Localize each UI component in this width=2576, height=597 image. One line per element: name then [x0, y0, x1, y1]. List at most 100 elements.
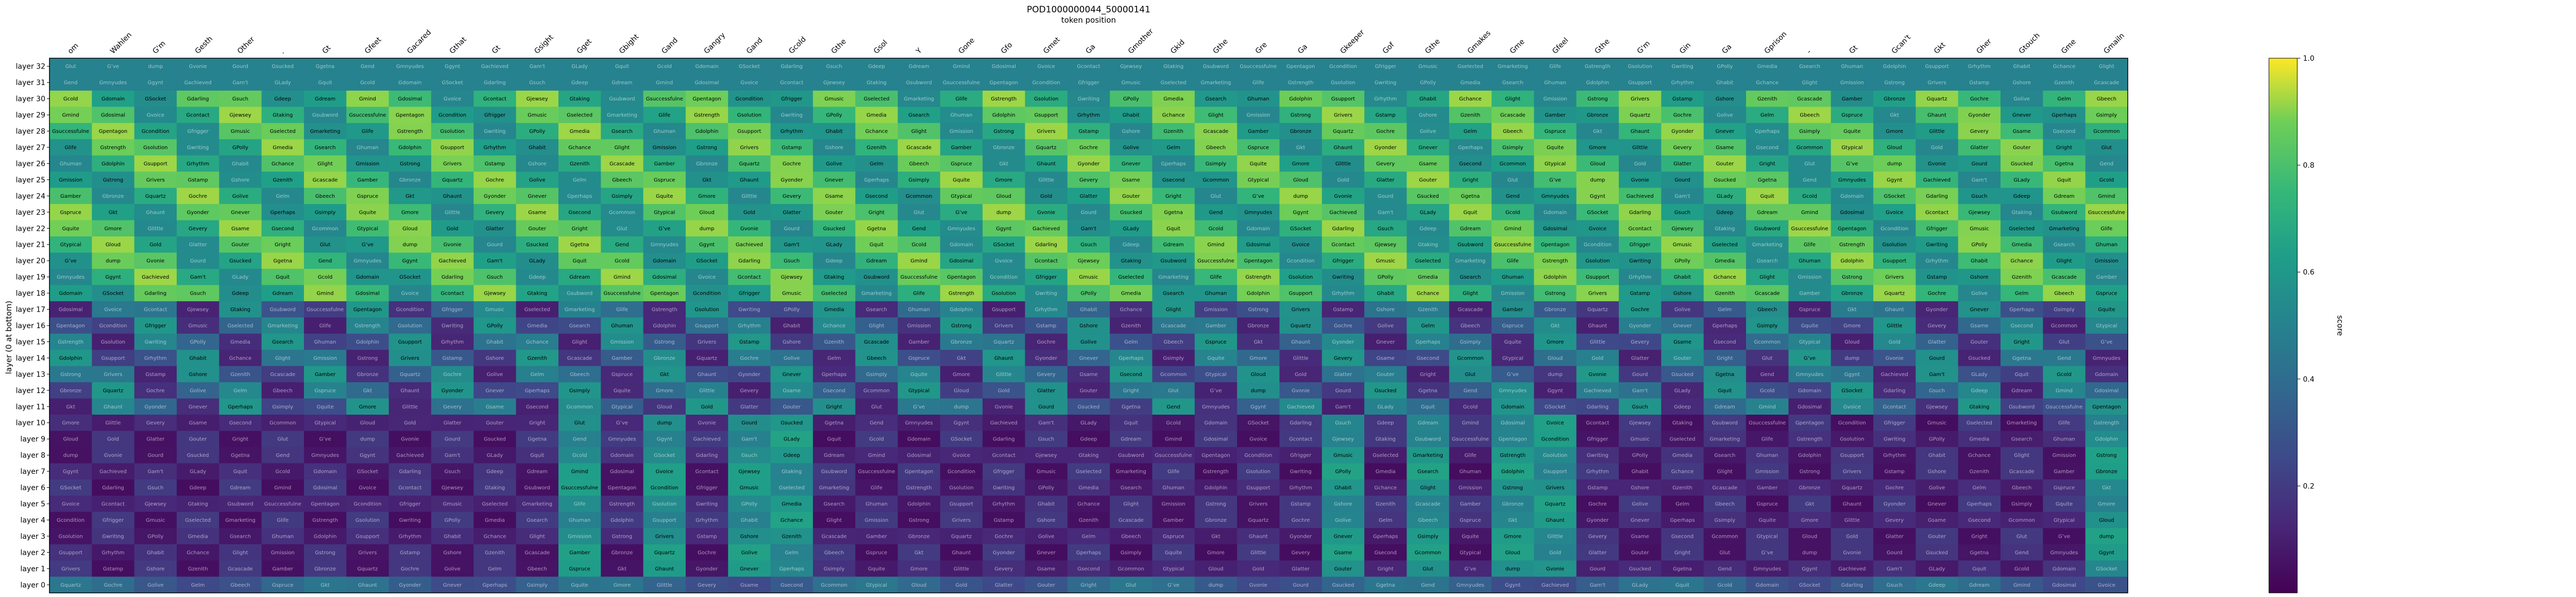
heatmap-cell-label: Gdomain — [1247, 226, 1270, 232]
heatmap-cell-label: Gsearch — [612, 129, 633, 134]
heatmap-cell-label: Gsolution — [1246, 469, 1270, 475]
heatmap-cell — [643, 447, 686, 464]
heatmap-cell-label: GSocket — [951, 437, 972, 442]
heatmap-cell-label: Gspruce — [866, 550, 887, 556]
heatmap-cell-label: Gright — [1080, 583, 1096, 588]
heatmap-cell-label: Gloud — [657, 404, 672, 410]
heatmap-cell-label: Gspruce — [1757, 502, 1778, 507]
heatmap-cell-label: Gouter — [783, 404, 801, 410]
heatmap-cell-label: Glife — [1210, 275, 1222, 280]
heatmap-cell — [431, 252, 474, 269]
heatmap-cell — [1958, 463, 2001, 480]
heatmap-cell-label: Gmind — [1207, 242, 1224, 248]
heatmap-cell — [643, 187, 686, 204]
y-tick-label: layer 18 — [16, 289, 45, 298]
heatmap-cell-label: Glight — [233, 550, 248, 556]
heatmap-cell-label: Gachieved — [99, 469, 127, 475]
heatmap-cell — [643, 398, 686, 415]
heatmap-cell-label: Gkt — [914, 550, 924, 556]
heatmap-cell-label: Glife — [65, 145, 77, 151]
heatmap-cell — [1449, 236, 1492, 253]
heatmap-cell-label: Gzenith — [1715, 291, 1735, 297]
y-tick-label: layer 16 — [16, 322, 45, 330]
heatmap-cell-label: Gstrength — [1797, 437, 1823, 442]
heatmap-cell-label: Gsame — [528, 210, 546, 215]
heatmap-cell-label: Gtaking — [485, 485, 505, 491]
heatmap-cell-label: Gelm — [2015, 291, 2028, 297]
heatmap-cell-label: G’ve — [658, 226, 670, 232]
heatmap-cell — [516, 463, 559, 480]
heatmap-cell-label: Gmedia — [1418, 275, 1438, 280]
heatmap-cell — [303, 187, 347, 204]
heatmap-cell-label: Gbronze — [399, 177, 421, 183]
heatmap-cell-label: Gelm — [1675, 502, 1689, 507]
heatmap-cell — [770, 447, 814, 464]
heatmap-cell — [2085, 90, 2128, 107]
heatmap-cell-label: Gvonie — [401, 437, 419, 442]
heatmap-cell-label: GPolly — [1038, 485, 1054, 491]
heatmap-cell — [1449, 415, 1492, 431]
x-tick-label: Gher — [1975, 37, 1993, 56]
heatmap-cell-label: Gam't — [741, 437, 757, 442]
heatmap-cell — [219, 431, 262, 448]
heatmap-cell-label: Glut — [1168, 388, 1179, 394]
heatmap-cell — [2043, 204, 2086, 221]
heatmap-cell-label: Gsubword — [863, 275, 889, 280]
heatmap-cell — [770, 511, 814, 528]
heatmap-cell — [1279, 123, 1323, 140]
heatmap-cell — [982, 496, 1026, 513]
heatmap-cell — [601, 496, 644, 513]
heatmap-cell-label: Glut — [2059, 339, 2070, 345]
heatmap-cell-label: Gnever — [783, 372, 802, 378]
heatmap-cell — [1321, 366, 1365, 383]
heatmap-cell — [219, 415, 262, 431]
heatmap-cell — [1110, 479, 1153, 496]
heatmap-cell — [1110, 74, 1153, 91]
heatmap-cell-label: Gevery — [1079, 177, 1098, 183]
heatmap-cell-label: Glife — [362, 129, 374, 134]
heatmap-cell — [897, 544, 941, 561]
heatmap-cell-label: Gvoice — [656, 469, 673, 475]
heatmap-cell-label: Gselected — [863, 96, 889, 102]
heatmap-cell — [134, 366, 177, 383]
heatmap-cell-label: Gelm — [827, 355, 841, 361]
heatmap-cell — [558, 382, 601, 399]
heatmap-cell — [1364, 317, 1407, 334]
heatmap-cell-label: Gvonie — [1292, 388, 1310, 394]
heatmap-cell — [473, 366, 517, 383]
heatmap-cell-label: Gright — [571, 226, 587, 232]
heatmap-cell-label: Glatter — [995, 583, 1013, 588]
heatmap-cell-label: Ghabit — [1334, 485, 1351, 491]
heatmap-cell-label: Glut — [1465, 372, 1476, 378]
heatmap-cell — [1406, 123, 1450, 140]
heatmap-cell-label: Gfrigger — [442, 307, 464, 313]
heatmap-cell — [134, 382, 177, 399]
heatmap-cell-label: Ggynt — [1844, 372, 1860, 378]
heatmap-cell — [219, 268, 262, 285]
heatmap-cell — [1492, 236, 1534, 253]
heatmap-cell-label: Gevery — [783, 194, 801, 199]
heatmap-cell-label: Gbronze — [1205, 518, 1227, 523]
heatmap-cell — [261, 74, 304, 91]
x-tick-label: Gkt — [1933, 41, 1947, 56]
heatmap-cell-label: Gstrength — [312, 518, 338, 523]
heatmap-cell — [1321, 268, 1365, 285]
heatmap-cell-label: Gnever — [1334, 534, 1353, 539]
heatmap-cell-label: Grivers — [1334, 113, 1352, 118]
heatmap-cell-label: Gvoice — [1843, 404, 1861, 410]
heatmap-cell — [49, 447, 92, 464]
heatmap-cell — [2043, 236, 2086, 253]
heatmap-cell — [1025, 350, 1068, 367]
heatmap-cell — [219, 398, 262, 415]
heatmap-cell-label: Gpentagon — [650, 291, 679, 297]
heatmap-cell-label: Gbeech — [528, 566, 547, 572]
heatmap-cell-label: Gcold — [2057, 372, 2072, 378]
heatmap-cell — [176, 317, 219, 334]
heatmap-cell-label: Gsame — [740, 583, 758, 588]
heatmap-cell — [1406, 463, 1450, 480]
heatmap-cell — [643, 172, 686, 189]
heatmap-cell-label: Ggetna — [570, 242, 589, 248]
heatmap-cell — [2001, 252, 2043, 269]
heatmap-cell-label: Gmusic — [782, 291, 801, 297]
heatmap-cell — [1703, 479, 1747, 496]
